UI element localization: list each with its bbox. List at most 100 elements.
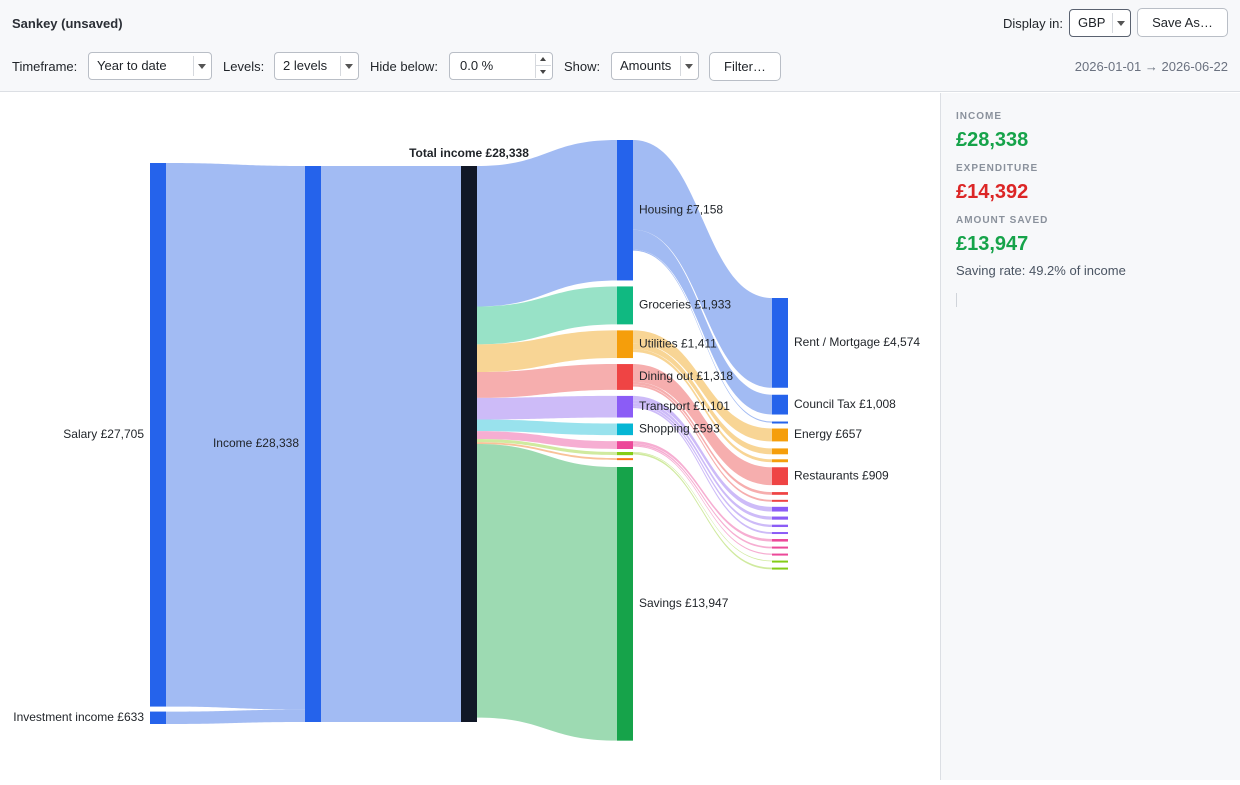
link-subcategory-16 — [633, 451, 772, 562]
saved-value: £13,947 — [956, 233, 1029, 255]
node-label-restaurants: Restaurants £909 — [794, 468, 889, 482]
node-label-savings: Savings £13,947 — [639, 596, 729, 610]
node-label-housing: Housing £7,158 — [639, 202, 723, 216]
link-subcategory-13 — [633, 441, 772, 542]
node-subcategory-17 — [772, 567, 788, 570]
node-savings — [617, 467, 633, 741]
node-subcategory-16 — [772, 560, 788, 563]
link-rent-mortgage — [633, 140, 772, 388]
node-label-salary: Salary £27,705 — [63, 427, 144, 441]
summary-panel: INCOME £28,338 EXPENDITURE £14,392 AMOUN… — [940, 93, 1240, 780]
node-income — [305, 166, 321, 722]
chevron-down-icon — [680, 56, 696, 76]
levels-value: 2 levels — [283, 58, 328, 73]
currency-value: GBP — [1078, 15, 1106, 30]
node-subcategory-2 — [772, 421, 788, 424]
link-category-6 — [477, 431, 617, 449]
node-shopping — [617, 423, 633, 436]
link-restaurants — [633, 364, 772, 486]
expenditure-value: £14,392 — [956, 181, 1029, 203]
link-subcategory-5 — [633, 349, 772, 463]
saving-rate: Saving rate: 49.2% of income — [956, 263, 1126, 278]
node-label-investment-income: Investment income £633 — [13, 710, 144, 724]
link-subcategory-2 — [633, 249, 772, 423]
node-label-utilities: Utilities £1,411 — [639, 336, 717, 350]
timeframe-value: Year to date — [97, 58, 167, 73]
save-as-button[interactable]: Save As… — [1137, 8, 1228, 37]
saved-heading: AMOUNT SAVED — [956, 215, 1049, 226]
display-in-label: Display in: — [1003, 16, 1063, 31]
node-subcategory-11 — [772, 524, 788, 528]
node-utilities — [617, 330, 633, 359]
filter-button[interactable]: Filter… — [709, 52, 781, 81]
node-subcategory-12 — [772, 532, 788, 535]
link-subcategory-17 — [633, 452, 772, 570]
node-subcategory-15 — [772, 553, 788, 556]
link-subcategory-11 — [633, 403, 772, 528]
labels-group: Salary £27,705 Investment income £633 Inco… — [13, 146, 920, 724]
node-label-transport: Transport £1,101 — [639, 399, 730, 413]
show-label: Show: — [564, 59, 601, 74]
chevron-down-icon — [340, 56, 356, 76]
node-total-income — [461, 166, 477, 722]
node-subcategory-5 — [772, 459, 788, 463]
chevron-down-icon — [193, 56, 209, 76]
sankey-chart: Salary £27,705 Investment income £633 Inco… — [13, 140, 920, 741]
link-category-8 — [477, 442, 617, 460]
nodes-group — [150, 140, 788, 741]
node-label-energy: Energy £657 — [794, 427, 862, 441]
link-category-7 — [477, 438, 617, 456]
link-housing — [477, 140, 617, 307]
stepper-up-icon[interactable] — [536, 54, 551, 66]
chevron-down-icon — [1112, 13, 1128, 33]
stepper-down-icon[interactable] — [536, 66, 551, 78]
levels-select[interactable]: 2 levels — [274, 52, 359, 80]
node-category-7 — [617, 451, 633, 456]
hide-below-value: 0.0 % — [460, 58, 494, 73]
timeframe-select[interactable]: Year to date — [88, 52, 212, 80]
link-shopping — [477, 419, 617, 436]
node-rent-mortgage — [772, 298, 788, 388]
link-income-total — [321, 166, 461, 722]
node-dining-out — [617, 364, 633, 390]
expenditure-heading: EXPENDITURE — [956, 163, 1039, 174]
node-label-dining-out: Dining out £1,318 — [639, 369, 733, 383]
node-label-groceries: Groceries £1,933 — [639, 298, 731, 312]
hide-below-input[interactable]: 0.0 % — [449, 52, 553, 80]
node-salary — [150, 163, 166, 707]
page-title: Sankey (unsaved) — [12, 16, 123, 31]
link-groceries — [477, 286, 617, 345]
date-range: 2026-01-01 → 2026-06-22 — [1074, 59, 1228, 74]
node-label-total-income: Total income £28,338 — [409, 146, 529, 160]
toolbar: Sankey (unsaved) Display in: GBP Save As… — [0, 0, 1240, 92]
node-restaurants — [772, 467, 788, 486]
link-council-tax — [633, 229, 772, 415]
node-label-shopping: Shopping £593 — [639, 422, 720, 436]
timeframe-label: Timeframe: — [12, 59, 78, 74]
link-salary — [166, 163, 305, 710]
link-subcategory-9 — [633, 395, 772, 512]
currency-select[interactable]: GBP — [1069, 9, 1131, 37]
link-subcategory-15 — [633, 445, 772, 555]
node-label-rent-mortgage: Rent / Mortgage £4,574 — [794, 335, 920, 349]
link-transport — [477, 395, 617, 420]
link-dining-out — [477, 364, 617, 398]
divider — [956, 293, 957, 307]
income-heading: INCOME — [956, 111, 1002, 122]
sankey-chart-area: Salary £27,705 Investment income £633 Inco… — [0, 93, 940, 780]
node-subcategory-7 — [772, 492, 788, 495]
node-housing — [617, 140, 633, 281]
node-groceries — [617, 286, 633, 325]
stepper[interactable] — [535, 54, 551, 78]
link-investment-income — [166, 709, 305, 724]
node-label-council-tax: Council Tax £1,008 — [794, 397, 896, 411]
link-subcategory-14 — [633, 443, 772, 549]
link-subcategory-7 — [633, 381, 772, 495]
node-category-8 — [617, 458, 633, 461]
node-subcategory-8 — [772, 499, 788, 502]
node-subcategory-14 — [772, 546, 788, 549]
node-subcategory-10 — [772, 516, 788, 520]
show-select[interactable]: Amounts — [611, 52, 699, 80]
link-subcategory-8 — [633, 384, 772, 502]
hide-below-label: Hide below: — [370, 59, 438, 74]
